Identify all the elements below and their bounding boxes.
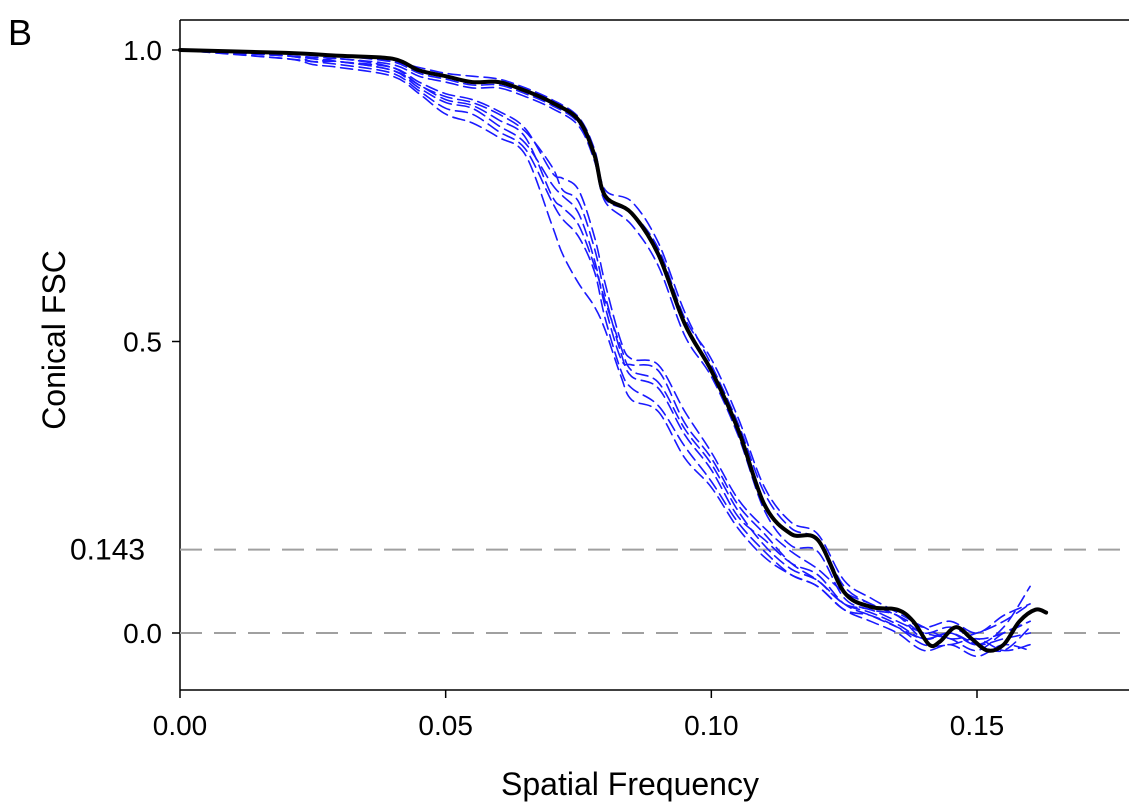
x-tick-label: 0.15 [950, 710, 1005, 741]
series-layer [178, 48, 1049, 658]
directional-fsc-line [179, 49, 1031, 646]
x-tick-label: 0.00 [153, 710, 208, 741]
directional-fsc-line [179, 49, 1031, 653]
y-axis-ticks: 0.0 0.5 1.0 [123, 35, 180, 649]
x-axis-ticks: 0.00 0.05 0.10 0.15 [153, 690, 1005, 741]
y-tick-label: 1.0 [123, 35, 162, 66]
panel-label: B [8, 12, 32, 53]
y-axis-title: Conical FSC [36, 250, 72, 430]
reference-lines [180, 548, 1129, 634]
x-tick-label: 0.05 [418, 710, 473, 741]
overall-fsc-line [178, 48, 1049, 653]
directional-fsc-line [179, 49, 1031, 634]
threshold-label: 0.143 [70, 534, 145, 567]
directional-fsc-line [179, 49, 1031, 658]
directional-fsc-line [179, 49, 1031, 652]
y-tick-label: 0.5 [123, 327, 162, 358]
directional-fsc-line [179, 49, 1031, 646]
x-axis-title: Spatial Frequency [501, 766, 759, 802]
y-tick-label: 0.0 [123, 618, 162, 649]
x-tick-label: 0.10 [684, 710, 739, 741]
directional-fsc-line [179, 49, 1031, 640]
directional-fsc-line [179, 49, 1031, 652]
